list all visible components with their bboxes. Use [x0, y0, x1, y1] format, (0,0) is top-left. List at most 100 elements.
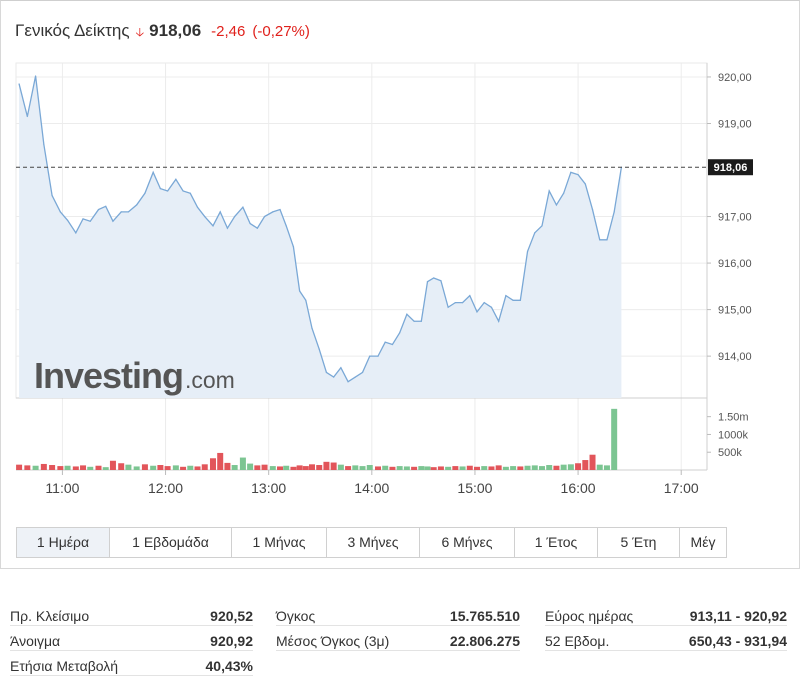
price-point	[305, 299, 307, 301]
volume-bar	[141, 464, 148, 470]
price-point	[613, 211, 615, 213]
x-tick-label: 13:00	[251, 480, 286, 496]
price-point	[498, 320, 500, 322]
volume-bar	[330, 462, 337, 470]
volume-bar	[109, 460, 116, 470]
price-point	[369, 355, 371, 357]
price-point	[234, 215, 236, 218]
volume-bar	[567, 464, 574, 470]
tab-1-day[interactable]: 1 Ημέρα	[17, 528, 110, 557]
logo-main: Investing	[34, 355, 183, 396]
price-point	[219, 211, 221, 213]
price-point	[361, 371, 364, 374]
volume-bar	[72, 466, 79, 470]
price-point	[347, 381, 349, 383]
stat-value: 22.806.275	[449, 633, 520, 649]
volume-bar	[24, 465, 31, 470]
price-point	[440, 280, 442, 282]
price-point	[505, 295, 507, 297]
price-point	[384, 341, 386, 343]
price-point	[105, 205, 107, 207]
volume-bar	[396, 466, 403, 470]
price-point	[377, 355, 379, 357]
stats-column-1: Πρ. Κλείσιμο 920,52 Άνοιγμα 920,92 Ετήσι…	[10, 601, 253, 676]
x-tick-label: 15:00	[457, 480, 492, 496]
tab-6-months[interactable]: 6 Μήνες	[420, 528, 515, 557]
volume-bar	[582, 460, 589, 470]
price-point	[212, 225, 214, 227]
volume-bar	[254, 465, 261, 470]
price-point	[354, 376, 356, 378]
volume-bar	[352, 465, 359, 470]
price-point	[97, 208, 100, 211]
volume-bar	[57, 466, 64, 470]
volume-bar	[495, 465, 502, 470]
price-point	[82, 218, 84, 220]
volume-bar	[611, 408, 618, 470]
stat-row-average-volume: Μέσος Όγκος (3μ) 22.806.275	[276, 626, 520, 651]
price-point	[599, 239, 601, 241]
price-point	[426, 281, 429, 283]
volume-bar	[269, 466, 276, 470]
price-area-fill	[19, 76, 622, 399]
price-point	[413, 320, 415, 322]
volume-bar	[510, 466, 517, 470]
price-point	[226, 227, 229, 229]
volume-tick-label: 500k	[718, 447, 742, 459]
price-change-percent: (-0,27%)	[252, 23, 310, 40]
price-point	[584, 183, 586, 185]
tab-max[interactable]: Μέγ	[680, 528, 726, 557]
price-point	[127, 211, 130, 213]
price-point	[555, 204, 558, 206]
x-axis-ticks: 11:00 12:00 13:00 14:00 15:00 16:00 17:00	[45, 470, 699, 496]
price-point	[606, 239, 608, 241]
tab-3-months[interactable]: 3 Μήνες	[327, 528, 420, 557]
stat-label: Μέσος Όγκος (3μ)	[276, 633, 390, 649]
volume-bar	[323, 461, 330, 470]
tab-1-month[interactable]: 1 Μήνας	[232, 528, 327, 557]
volume-bar	[531, 465, 538, 470]
stat-row-previous-close: Πρ. Κλείσιμο 920,52	[10, 601, 253, 626]
volume-bar	[538, 466, 545, 470]
price-point	[548, 190, 550, 192]
volume-bar	[359, 466, 366, 470]
quote-header: Γενικός Δείκτης 🡣 918,06 -2,46 (-0,27%)	[15, 21, 310, 43]
y-tick-label: 917,00	[718, 212, 752, 224]
stat-value: 920,92	[210, 633, 253, 649]
price-point	[66, 219, 69, 221]
price-point	[563, 192, 565, 194]
price-point	[577, 174, 579, 176]
price-point	[249, 222, 251, 225]
arrow-down-icon: 🡣	[135, 25, 145, 39]
price-point	[204, 215, 206, 218]
volume-bar	[488, 466, 495, 470]
volume-bar	[180, 466, 187, 470]
price-point	[43, 143, 45, 146]
price-point	[89, 220, 91, 222]
brand-logo: Investing .com	[34, 355, 235, 396]
y-tick-label: 920,00	[718, 72, 752, 84]
volume-tick-label: 1.50m	[718, 412, 749, 424]
volume-bar	[290, 466, 297, 470]
price-chart[interactable]: Investing .com 920,00919,00917,00916,009…	[1, 1, 800, 570]
volume-bar	[553, 465, 560, 470]
price-point	[196, 206, 199, 208]
volume-axis-ticks: 1.50m 1000k 500k	[707, 412, 749, 459]
x-tick-label: 11:00	[45, 480, 79, 496]
price-point	[263, 215, 266, 218]
price-point	[476, 311, 478, 313]
tab-5-years[interactable]: 5 Έτη	[598, 528, 680, 557]
volume-bar	[418, 466, 425, 470]
tab-1-week[interactable]: 1 Εβδομάδα	[110, 528, 232, 557]
volume-bar	[224, 462, 231, 470]
tab-1-year[interactable]: 1 Έτος	[515, 528, 598, 557]
volume-bar	[157, 465, 164, 470]
volume-bar	[277, 466, 284, 470]
volume-bar	[575, 463, 582, 470]
price-point	[120, 211, 122, 213]
volume-bar	[247, 463, 254, 470]
volume-bar	[424, 466, 431, 470]
volume-bar	[375, 466, 382, 470]
price-point	[144, 192, 146, 194]
price-point	[570, 171, 572, 173]
